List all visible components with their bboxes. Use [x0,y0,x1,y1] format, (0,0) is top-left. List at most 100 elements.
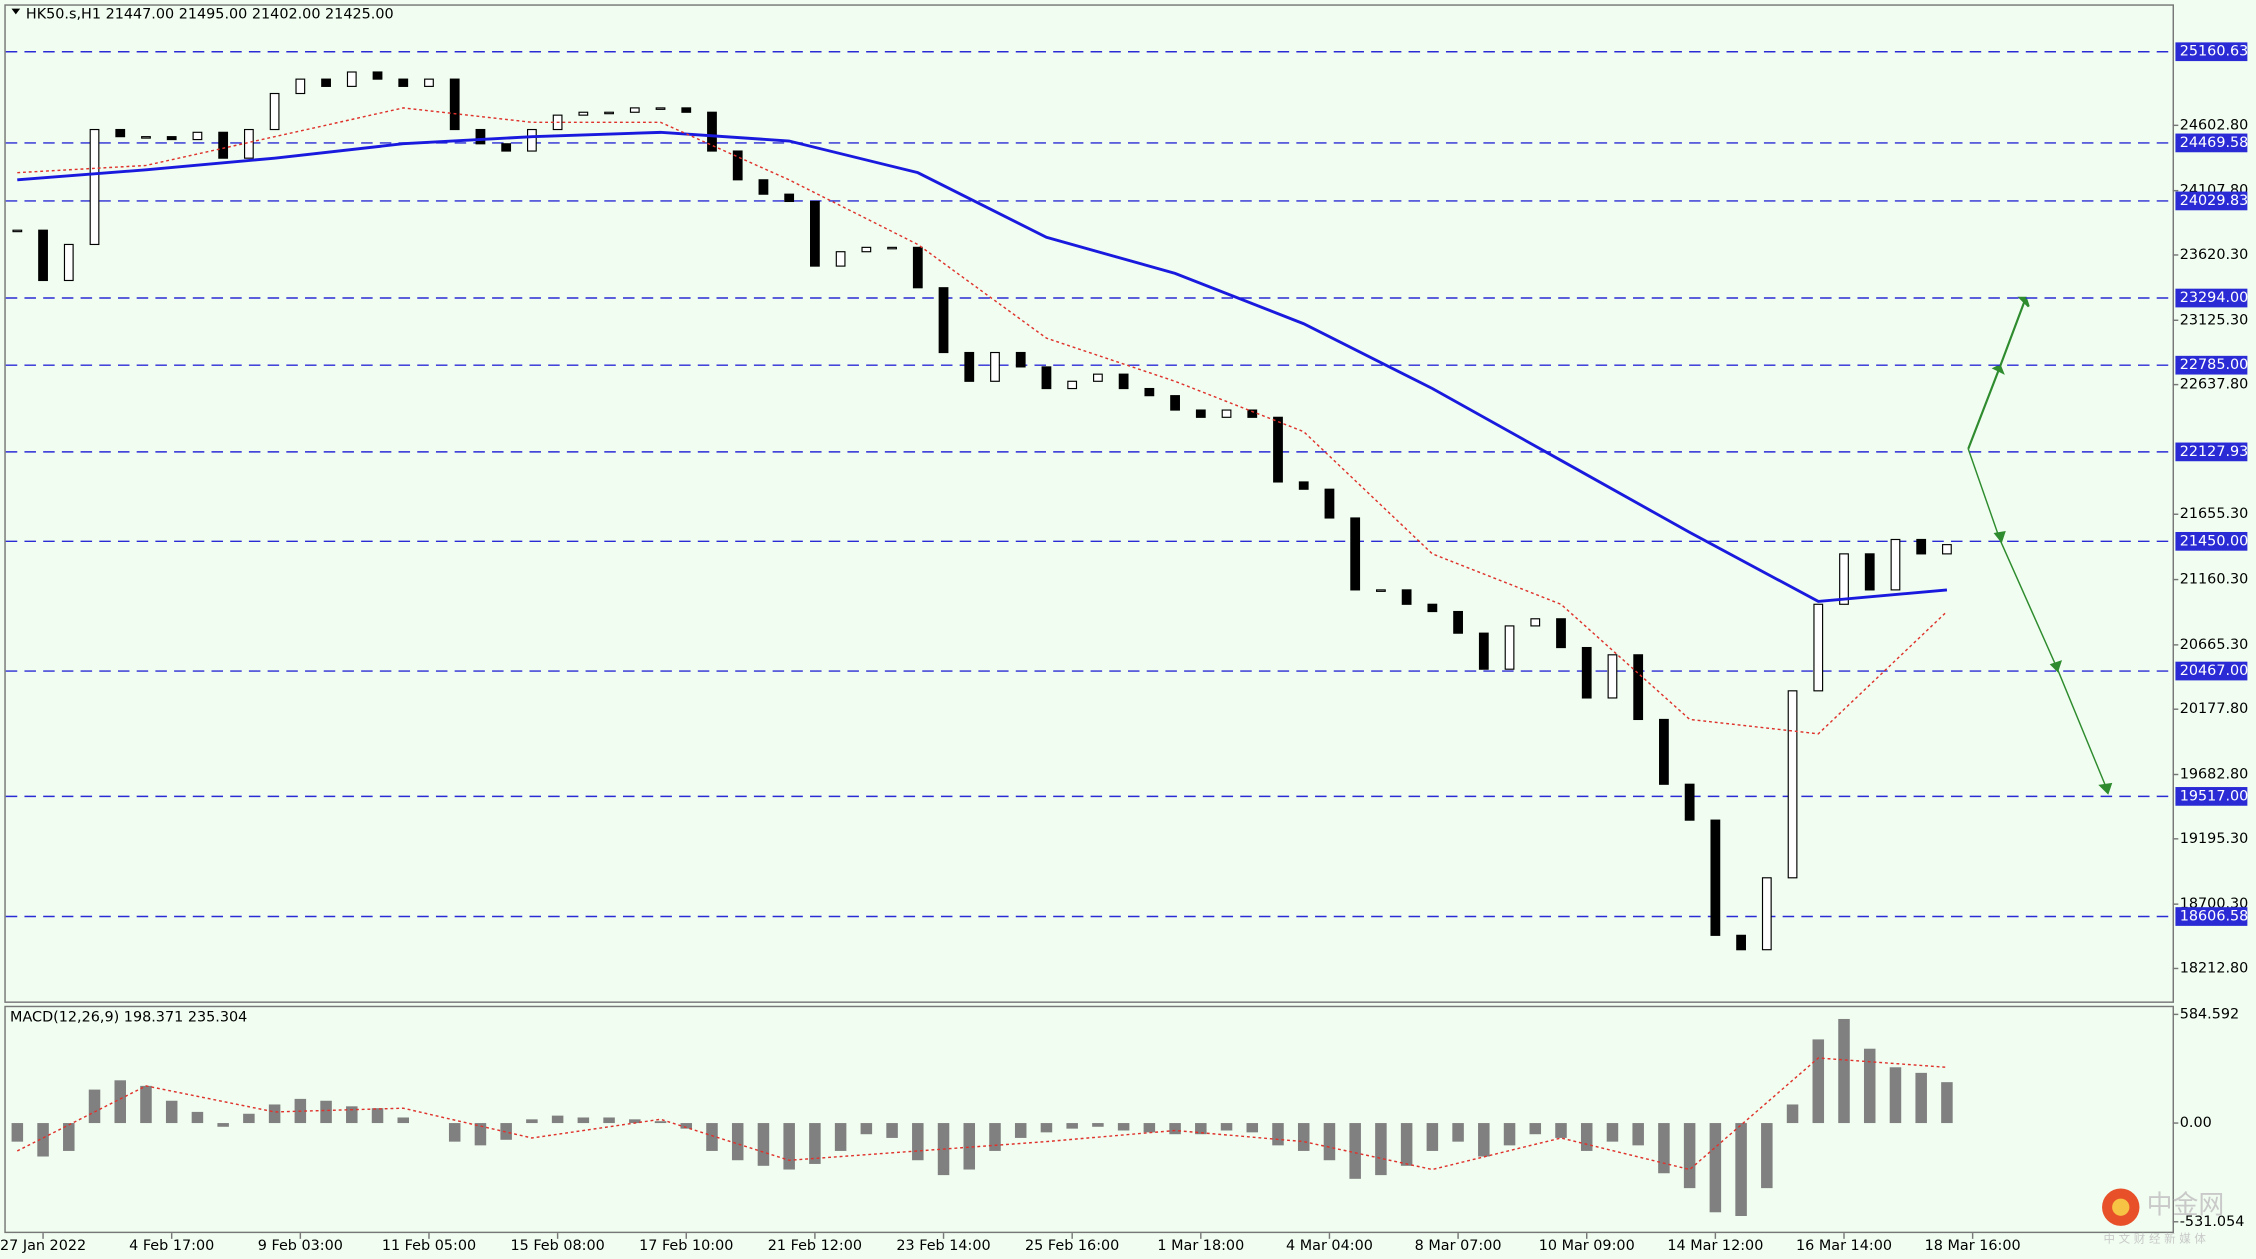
x-tick-label: 4 Mar 04:00 [1286,1238,1373,1254]
y-tick-label: 19682.80 [2180,767,2249,783]
x-tick-label: 14 Mar 12:00 [1667,1238,1763,1254]
level-label-box [2175,288,2248,308]
macd-bar [1889,1067,1902,1124]
level-label: 19517.00 [2180,788,2249,804]
candle [681,107,692,113]
macd-bar [912,1123,924,1161]
candle [1916,538,1927,555]
macd-bar [1169,1123,1181,1135]
macd-bar [165,1100,178,1124]
level-label-box [2175,907,2248,926]
candle [321,78,331,87]
level-label: 23294.00 [2180,290,2249,306]
candle [784,193,795,203]
macd-bar [1426,1123,1439,1151]
macd-bar [448,1123,461,1142]
candle [63,243,74,282]
macd-bar [1195,1123,1207,1135]
macd-bar [346,1106,358,1124]
candle [655,107,666,110]
macd-bar [1632,1123,1644,1146]
macd-bar [1606,1123,1619,1142]
signal-line [17,107,1948,735]
candle [192,131,203,141]
macd-bar [320,1100,332,1124]
candle [501,143,512,152]
candle [1736,934,1746,951]
x-tick-label: 4 Feb 17:00 [129,1238,214,1254]
candle [141,136,151,139]
candle [1118,373,1129,390]
macd-bar [989,1123,1001,1151]
y-tick-label: 584.592 [2180,1006,2239,1022]
candle [1710,819,1721,936]
macd-bar [1400,1123,1413,1166]
macd-bar [217,1123,229,1127]
candle [1761,877,1772,951]
candle [1504,625,1515,670]
candle [346,71,357,87]
candle [1556,618,1566,649]
macd-bar [268,1104,281,1124]
macd-bar [1297,1123,1310,1151]
candle [912,246,923,289]
candle [1350,517,1361,591]
candle [1453,610,1463,634]
y-tick-label: 0.00 [2180,1115,2212,1131]
macd-bar [1658,1123,1670,1174]
candle [218,131,229,159]
level-label: 20467.00 [2180,663,2249,679]
candle [1633,654,1644,721]
macd-bar [1220,1123,1233,1131]
candle [243,128,254,159]
candle [475,128,486,145]
candle [1144,387,1155,397]
candle [1195,409,1206,418]
macd-bar [1838,1018,1850,1124]
y-tick-label: 20665.30 [2180,637,2249,653]
candle [12,229,23,233]
macd-bar [834,1123,847,1151]
candle [810,200,820,267]
macd-bar [1915,1072,1927,1124]
macd-bar [1478,1123,1490,1157]
macd-bar [1863,1048,1876,1124]
watermark-title: 中金网 [2147,1190,2225,1220]
macd-bar [1272,1123,1284,1146]
candle [938,287,949,354]
x-tick-label: 21 Feb 12:00 [768,1238,862,1254]
candle [732,150,743,181]
macd-bar [397,1117,410,1124]
macd-bar [371,1108,384,1124]
x-tick-label: 17 Feb 10:00 [639,1238,733,1254]
candle [1067,380,1078,390]
level-label: 22127.93 [2180,444,2249,460]
macd-bar [1941,1082,1953,1124]
macd-bar [88,1089,101,1124]
candle [758,179,769,195]
candle [887,246,897,250]
macd-bar [1503,1123,1516,1146]
macd-bar [1709,1123,1722,1213]
candle [861,246,872,253]
macd-bar [1040,1123,1053,1133]
candle [1864,553,1875,591]
macd-bar [809,1123,821,1164]
candle [115,128,126,138]
level-label: 18606.58 [2180,909,2249,925]
candle [964,351,975,382]
macd-bar [63,1123,75,1151]
level-label-box [2175,42,2248,62]
level-label-box [2175,531,2248,551]
macd-bar [629,1119,641,1124]
candle [1890,538,1901,591]
y-tick-label: 23125.30 [2180,312,2249,328]
signal-line [16,1057,1948,1171]
chart-title: HK50.s,H1 21447.00 21495.00 21402.00 214… [26,6,394,22]
macd-bar [1529,1123,1542,1135]
level-label: 24469.58 [2180,135,2249,151]
y-tick-label: 22637.80 [2180,377,2249,393]
macd-bar [1143,1123,1156,1133]
